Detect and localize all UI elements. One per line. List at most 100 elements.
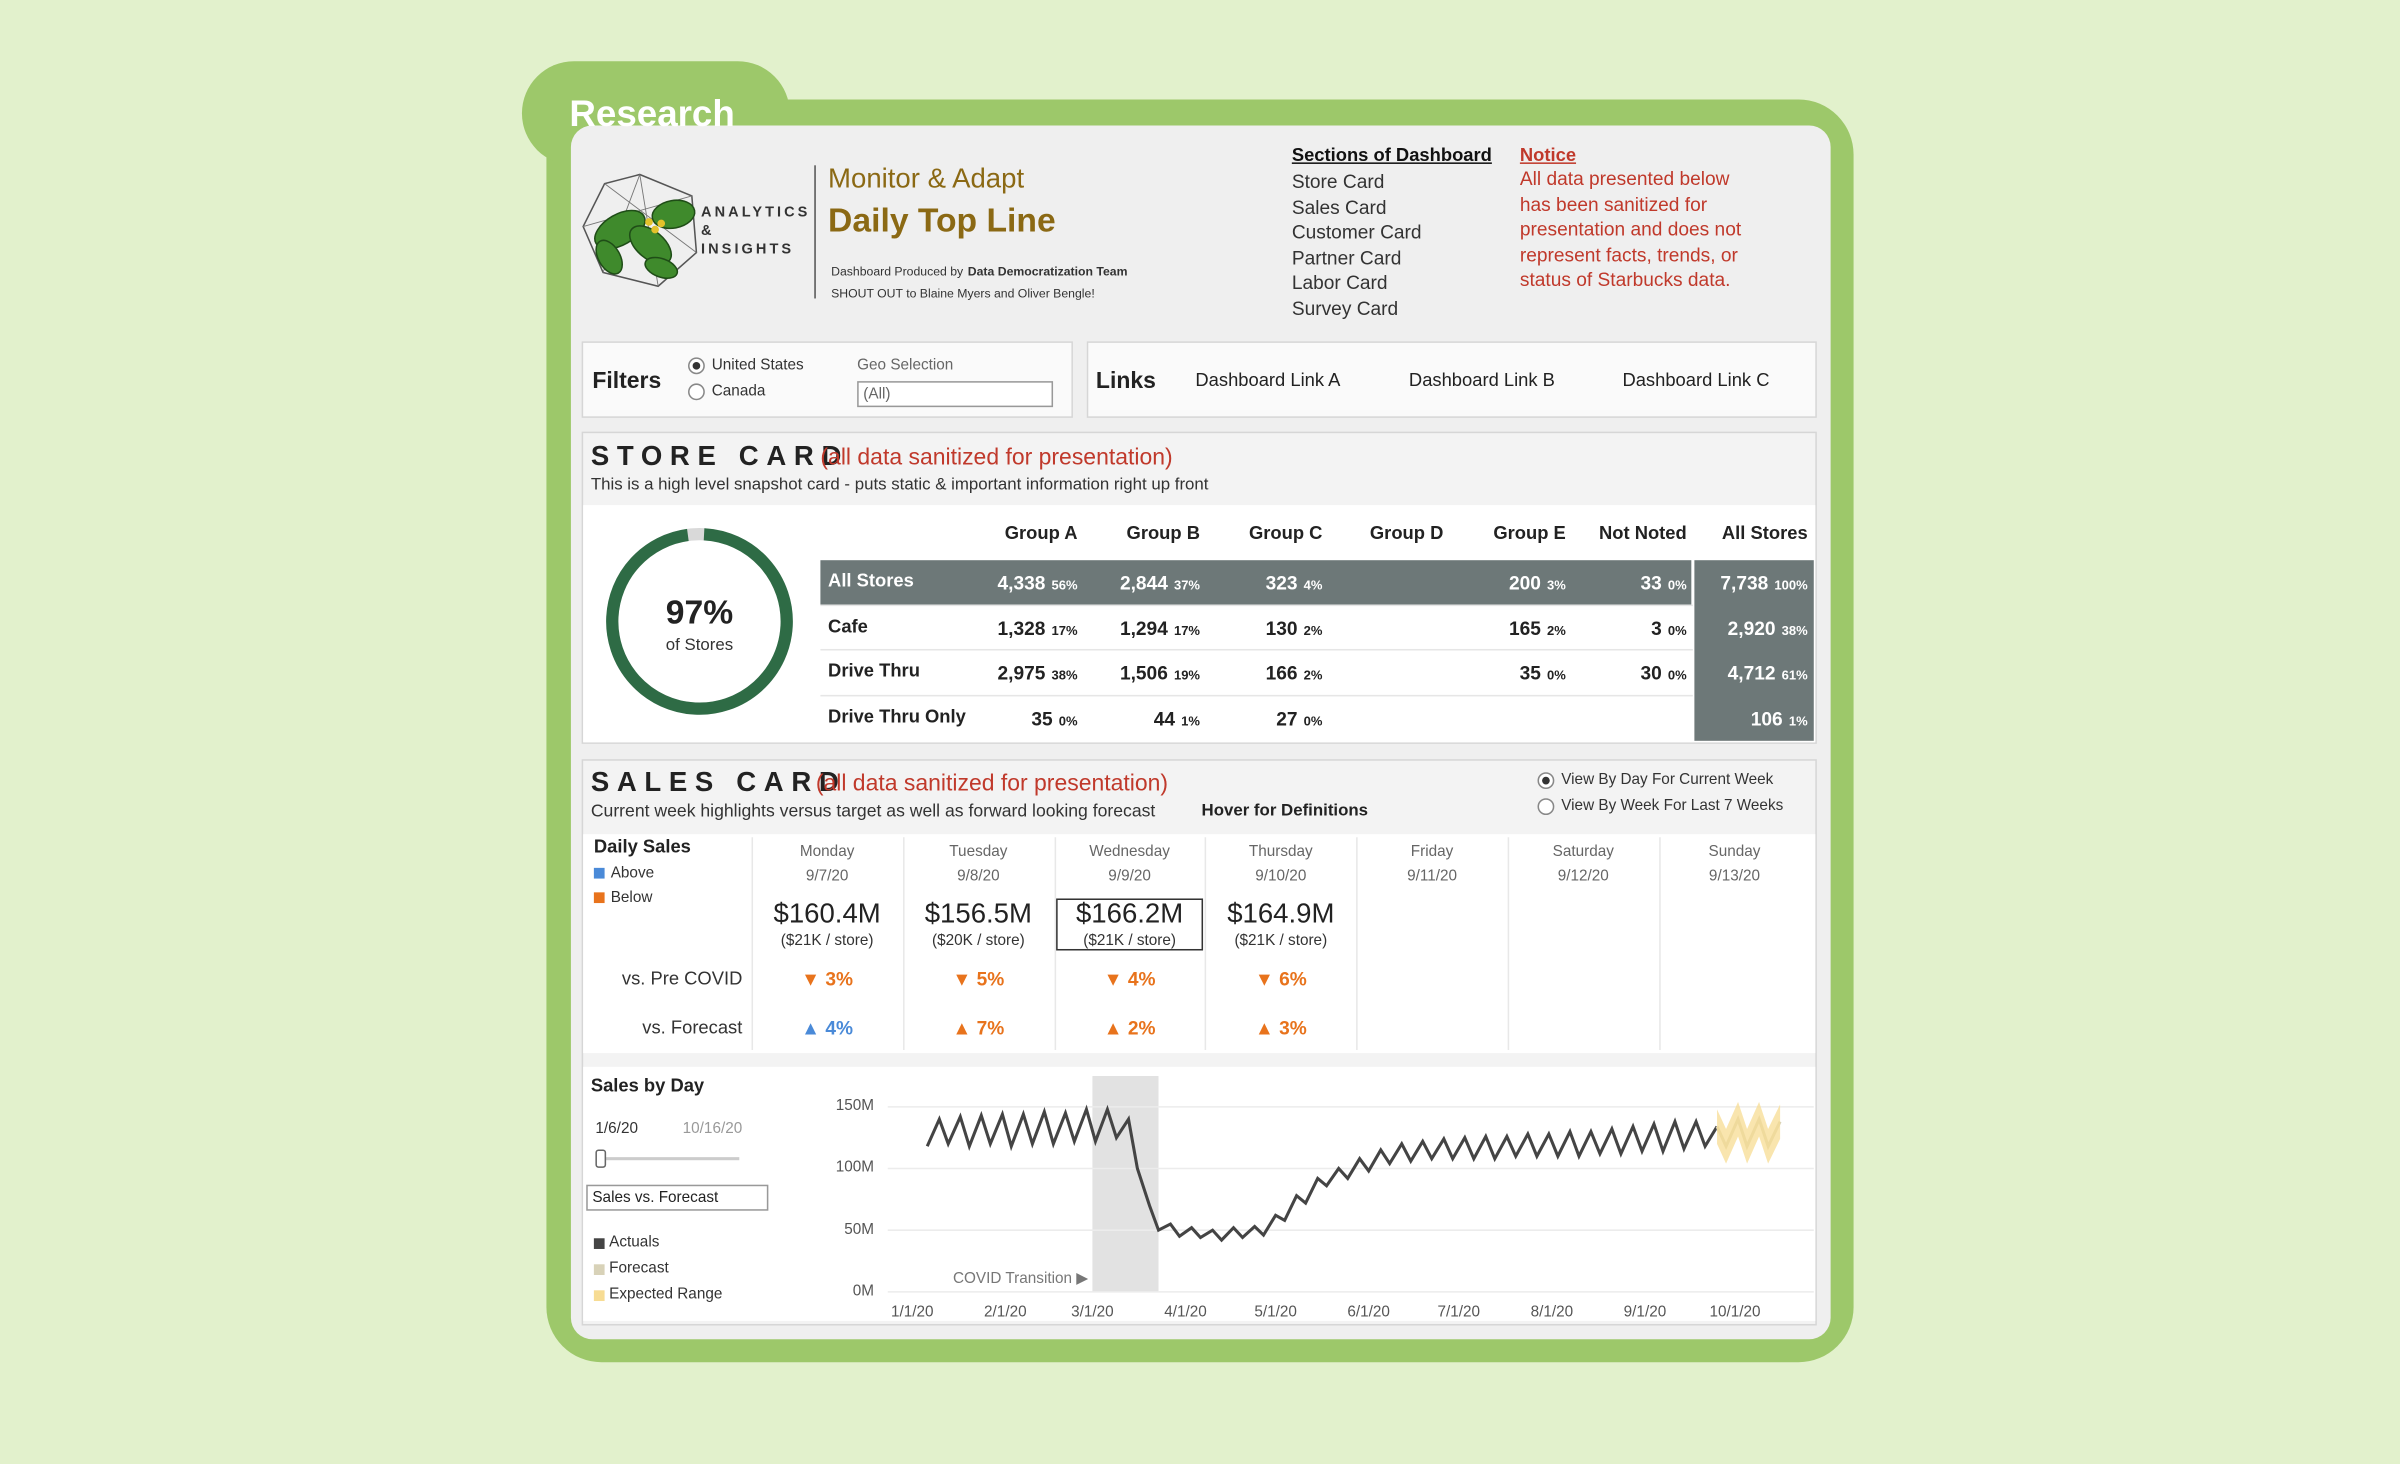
credit-prefix: Dashboard Produced by xyxy=(831,264,964,279)
credit-line: Dashboard Produced by Data Democratizatio… xyxy=(831,265,1168,283)
slider-handle[interactable] xyxy=(595,1149,607,1168)
covid-band xyxy=(1092,1076,1159,1292)
cell-count: 1,506 xyxy=(1119,662,1168,685)
section-item: Customer Card xyxy=(1291,221,1422,244)
day-name: Thursday xyxy=(1248,843,1313,861)
day-date: 9/9/20 xyxy=(1108,868,1151,886)
geo-dropdown[interactable] xyxy=(857,381,1054,408)
filter-option[interactable]: Canada xyxy=(711,383,766,400)
day-divider xyxy=(1053,837,1056,1050)
y-tick-label: 150M xyxy=(835,1098,874,1115)
selected-day xyxy=(1055,898,1203,951)
logo-leaf xyxy=(644,256,679,279)
day-name: Monday xyxy=(799,843,855,861)
hover-definitions[interactable]: Hover for Definitions xyxy=(1201,801,1369,820)
daily-grid xyxy=(583,834,1816,1054)
card-note: (all data sanitized for presentation) xyxy=(815,770,1169,797)
table-cell: 30 0% xyxy=(1534,660,1687,684)
vs-pre-covid: ▼ 4% xyxy=(1103,968,1156,991)
links-box xyxy=(1086,341,1817,418)
cell-share: 61% xyxy=(1781,667,1808,683)
card-title: SALES CARD xyxy=(590,766,847,797)
cell-count: 7,738 xyxy=(1720,572,1769,594)
cell-share: 3% xyxy=(1546,577,1566,593)
daily-sales: $164.9M xyxy=(1227,897,1335,929)
actuals-line xyxy=(925,1104,1719,1243)
day-name: Tuesday xyxy=(949,843,1008,861)
cell-share: 0% xyxy=(1058,713,1078,729)
cell-count: 2,975 xyxy=(997,662,1046,685)
dashboard-link[interactable]: Dashboard Link C xyxy=(1622,369,1770,391)
row-label: Cafe xyxy=(828,615,868,637)
cell-count: 33 xyxy=(1640,572,1662,594)
filters-label: Filters xyxy=(592,367,662,394)
day-divider xyxy=(1205,837,1207,1050)
cell-share: 0% xyxy=(1303,713,1323,729)
legend-swatch xyxy=(593,867,605,879)
vs-pre-covid: ▼ 3% xyxy=(801,968,854,991)
daily-sales: $166.2M xyxy=(1075,897,1184,929)
section-item: Store Card xyxy=(1291,171,1385,193)
cell-share: 2% xyxy=(1303,667,1323,683)
day-name: Friday xyxy=(1410,843,1454,861)
selector-value[interactable]: Sales vs. Forecast xyxy=(592,1189,719,1207)
logo-text: & xyxy=(701,222,715,240)
expected-range xyxy=(1717,1101,1781,1164)
legend-label: Expected Range xyxy=(609,1286,723,1303)
logo-text: ANALYTICS xyxy=(701,204,811,222)
row-label: Drive Thru xyxy=(828,659,920,682)
cell-share: 2% xyxy=(1546,622,1566,639)
radio[interactable] xyxy=(1537,798,1555,816)
y-tick-label: 100M xyxy=(835,1159,874,1177)
dashboard-link[interactable]: Dashboard Link A xyxy=(1195,369,1341,391)
cell-share: 4% xyxy=(1303,577,1323,593)
cell-count: 1,294 xyxy=(1119,618,1168,640)
row-label: All Stores xyxy=(828,569,914,591)
selector-dropdown[interactable] xyxy=(586,1184,769,1211)
x-tick-label: 10/1/20 xyxy=(1709,1304,1761,1322)
cell-count: 30 xyxy=(1640,662,1662,685)
view-option[interactable]: View By Day For Current Week xyxy=(1561,771,1774,789)
cell-count: 2,920 xyxy=(1727,618,1776,640)
day-divider xyxy=(1507,837,1510,1050)
cell-count: 165 xyxy=(1508,618,1541,640)
legend-label: Above xyxy=(610,865,655,883)
table-cell: 1,328 17% xyxy=(924,615,1078,639)
view-option[interactable]: View By Week For Last 7 Weeks xyxy=(1561,797,1784,815)
table-cell: 1,506 19% xyxy=(1047,660,1200,684)
cell-share: 2% xyxy=(1303,622,1323,639)
table-cell: 7,738 100% xyxy=(1655,569,1807,594)
row-separator xyxy=(820,604,1693,607)
geo-value[interactable]: (All) xyxy=(863,386,891,403)
cell-count: 106 xyxy=(1750,708,1783,731)
day-date: 9/8/20 xyxy=(957,868,1000,886)
cell-share: 38% xyxy=(1781,622,1808,639)
day-date: 9/7/20 xyxy=(805,868,849,886)
x-tick-label: 9/1/20 xyxy=(1623,1304,1667,1322)
credit-team: Data Democratization Team xyxy=(967,264,1128,279)
tab-label: Research xyxy=(569,93,735,136)
table-cell: 4,712 61% xyxy=(1655,660,1808,684)
cell-share: 1% xyxy=(1788,713,1808,729)
x-tick-label: 1/1/20 xyxy=(890,1304,934,1322)
header-divider xyxy=(814,165,816,299)
table-cell: 2,844 37% xyxy=(1047,569,1200,593)
table-cell: 44 1% xyxy=(1047,706,1200,730)
row-label: vs. Pre COVID xyxy=(621,967,743,989)
cell-share: 17% xyxy=(1173,622,1200,639)
day-date: 9/11/20 xyxy=(1407,868,1457,886)
dashboard-link[interactable]: Dashboard Link B xyxy=(1408,369,1555,391)
filter-option[interactable]: United States xyxy=(711,357,804,374)
table-cell: 2,975 38% xyxy=(924,660,1078,685)
column-header: Group E xyxy=(1493,522,1566,544)
x-tick-label: 7/1/20 xyxy=(1437,1304,1481,1322)
x-tick-label: 4/1/20 xyxy=(1164,1304,1207,1322)
donut-caption: of Stores xyxy=(665,636,734,655)
table-cell: 33 0% xyxy=(1534,569,1687,593)
slider-track xyxy=(599,1157,740,1161)
radio[interactable] xyxy=(688,383,705,401)
vs-forecast: ▲ 7% xyxy=(952,1017,1005,1039)
column-header: Group A xyxy=(1004,522,1078,544)
